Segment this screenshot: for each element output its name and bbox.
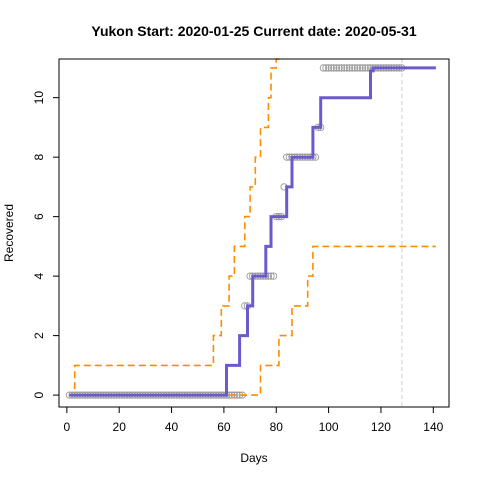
- observed-point: [335, 64, 343, 72]
- observed-point: [267, 272, 275, 280]
- observed-point: [283, 153, 291, 161]
- y-tick-label: 10: [32, 91, 46, 105]
- observed-point: [319, 64, 328, 72]
- y-tick-label: 8: [32, 153, 46, 160]
- lower-band-line: [229, 245, 436, 396]
- plot-area: [65, 58, 436, 407]
- observed-point: [348, 64, 356, 72]
- x-axis-label: Days: [240, 451, 267, 465]
- observed-point: [343, 64, 351, 72]
- upper-band-line: [69, 58, 281, 396]
- x-tick-label: 80: [270, 420, 284, 434]
- observed-point: [322, 64, 330, 72]
- observed-point: [361, 64, 369, 72]
- x-tick-label: 0: [64, 420, 71, 434]
- observed-point: [332, 64, 341, 72]
- observed-point: [356, 64, 364, 72]
- y-tick-label: 6: [32, 213, 46, 220]
- y-axis-label: Recovered: [2, 204, 16, 262]
- y-tick-label: 2: [32, 332, 46, 339]
- x-tick-label: 120: [371, 420, 391, 434]
- x-tick-label: 60: [217, 420, 231, 434]
- observed-point: [269, 272, 278, 280]
- fit-line: [69, 66, 436, 397]
- x-tick-label: 100: [319, 420, 339, 434]
- observed-point: [345, 64, 354, 72]
- observed-point: [330, 64, 338, 72]
- observed-point: [353, 64, 362, 72]
- x-tick-label: 20: [113, 420, 127, 434]
- chart-title: Yukon Start: 2020-01-25 Current date: 20…: [91, 23, 416, 39]
- observed-point: [358, 64, 367, 72]
- x-tick-label: 40: [165, 420, 179, 434]
- plot-frame: [58, 58, 450, 408]
- observed-point: [351, 64, 359, 72]
- observed-point: [327, 64, 335, 72]
- y-tick-label: 0: [32, 391, 46, 398]
- observed-point: [340, 64, 348, 72]
- y-tick-label: 4: [32, 272, 46, 279]
- axes: 0 20 40 60 80 100 120 140 0 2 4 6 8 10: [32, 91, 444, 434]
- observed-point: [338, 64, 346, 72]
- x-tick-label: 140: [423, 420, 443, 434]
- observed-point: [364, 64, 372, 72]
- observed-point: [324, 64, 333, 72]
